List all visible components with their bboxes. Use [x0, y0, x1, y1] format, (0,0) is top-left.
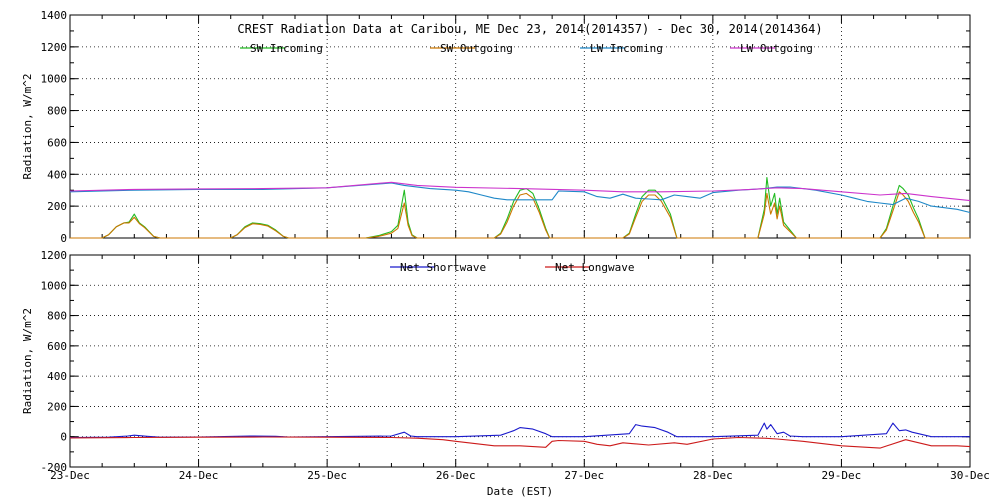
- y-axis-label: Radiation, W/m^2: [21, 308, 34, 414]
- plot-frame: [69, 254, 971, 468]
- plot-frame: [69, 14, 971, 239]
- x-tick-label: 29-Dec: [822, 469, 862, 482]
- series-line-sw-outgoing: [70, 191, 970, 239]
- y-tick-label: 1000: [41, 279, 68, 292]
- x-tick-label: 30-Dec: [950, 469, 990, 482]
- legend-label: Net Shortwave: [400, 261, 486, 274]
- top-radiation-panel: 0 200 400 600 800 1000 1200 1400 Radiation, W/m^…: [21, 9, 971, 245]
- bottom-net-radiation-panel: -200 0 200 400 600 800 1000 1200 Radiation, W/m^…: [21, 249, 990, 498]
- y-tick-label: 200: [47, 200, 67, 213]
- y-tick-label: 1200: [41, 249, 68, 262]
- x-tick-label: 26-Dec: [436, 469, 476, 482]
- y-tick-label: 1400: [41, 9, 68, 22]
- y-axis-label: Radiation, W/m^2: [21, 74, 34, 180]
- y-tick-label: 0: [60, 232, 67, 245]
- series-line-lw-incoming: [69, 182, 971, 214]
- x-tick-label: 23-Dec: [50, 469, 90, 482]
- legend-label: LW Outgoing: [740, 42, 813, 55]
- y-tick-label: 1000: [41, 73, 68, 86]
- x-tick-label: 24-Dec: [179, 469, 219, 482]
- series-line-sw-incoming: [70, 176, 970, 239]
- y-tick-label: 400: [47, 168, 67, 181]
- x-tick-label: 27-Dec: [564, 469, 604, 482]
- series-line-net-longwave: [69, 436, 971, 449]
- legend-label: SW Outgoing: [440, 42, 513, 55]
- x-tick-label: 28-Dec: [693, 469, 733, 482]
- y-tick-label: 1200: [41, 41, 68, 54]
- legend-label: Net Longwave: [555, 261, 634, 274]
- y-tick-label: 600: [47, 136, 67, 149]
- y-tick-label: 200: [47, 400, 67, 413]
- x-tick-label: 25-Dec: [307, 469, 347, 482]
- y-tick-label: 0: [60, 431, 67, 444]
- y-tick-label: 400: [47, 370, 67, 383]
- y-tick-label: 600: [47, 340, 67, 353]
- series-line-net-shortwave: [69, 422, 970, 439]
- x-axis-label: Date (EST): [487, 485, 553, 498]
- y-tick-label: 800: [47, 105, 67, 118]
- y-tick-label: -200: [41, 461, 68, 474]
- legend-label: LW Incoming: [590, 42, 663, 55]
- chart-title: CREST Radiation Data at Caribou, ME Dec …: [237, 22, 822, 36]
- series-line-lw-outgoing: [69, 181, 971, 202]
- y-tick-label: 800: [47, 310, 67, 323]
- legend-label: SW Incoming: [250, 42, 323, 55]
